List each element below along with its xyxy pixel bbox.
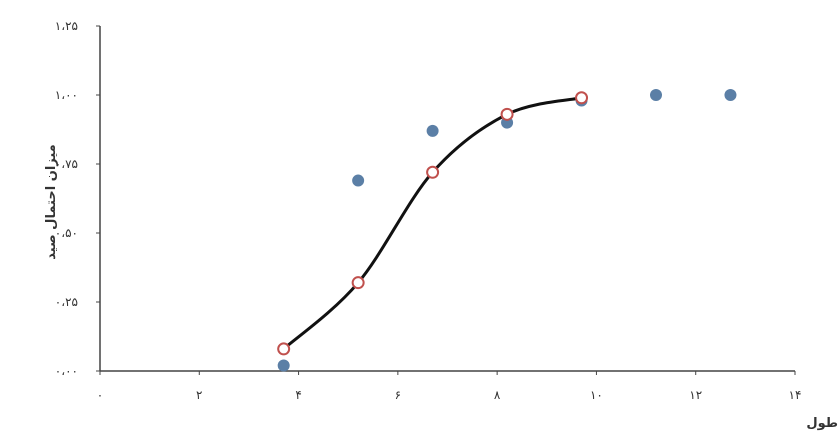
x-tick-label: ۱۲ [689, 388, 702, 402]
y-tick-label: ۰،۵۰ [55, 226, 78, 240]
x-tick-label: ۱۰ [590, 388, 603, 402]
fitted-point [575, 91, 589, 105]
x-tick-label: ۲ [196, 388, 202, 402]
fitted-point [351, 276, 365, 290]
x-tick-label: ۱۴ [789, 388, 802, 402]
fitted-curve [282, 96, 582, 351]
x-axis-title: طول [806, 416, 838, 431]
observed-point [650, 89, 662, 101]
x-tick-label: ۸ [494, 388, 501, 402]
y-tick-label: ۰،۲۵ [55, 295, 78, 309]
x-tick-label: ۶ [395, 388, 401, 402]
y-tick-label: ۰،۷۵ [55, 157, 78, 171]
axes [99, 26, 795, 372]
points-layer [277, 89, 737, 372]
x-tick-label: ۰ [97, 388, 103, 402]
y-tick-label: ۱،۲۵ [55, 19, 78, 33]
observed-point [724, 89, 737, 101]
fitted-point [500, 107, 514, 121]
curve-layer [282, 96, 582, 351]
observed-point [352, 174, 365, 187]
x-tick-labels: ۰ ۲ ۴ ۶ ۸ ۱۰ ۱۲ ۱۴ [97, 371, 802, 402]
y-tick-labels: ۰،۰۰ ۰،۲۵ ۰،۵۰ ۰،۷۵ ۱،۰۰ ۱،۲۵ [55, 19, 100, 378]
observed-point [426, 124, 439, 137]
x-tick-label: ۴ [295, 388, 301, 402]
fitted-point [277, 342, 291, 356]
y-tick-label: ۱،۰۰ [55, 88, 78, 102]
y-axis-title: میزان احتمال صید [44, 144, 59, 259]
y-tick-label: ۰،۰۰ [55, 364, 78, 378]
fitted-point [426, 165, 440, 179]
observed-point [277, 359, 290, 372]
